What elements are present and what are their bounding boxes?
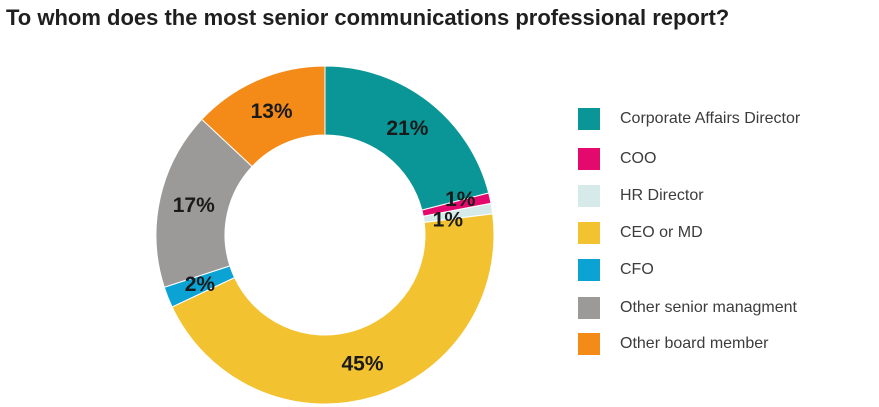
slice-label-corporate-affairs-director: 21%	[386, 117, 428, 140]
legend-label: Corporate Affairs Director	[620, 110, 801, 127]
slice-label-coo: 1%	[445, 188, 476, 211]
legend-swatch	[578, 108, 600, 130]
donut-slice-corporate-affairs-director	[324, 65, 490, 211]
legend-label: COO	[620, 150, 657, 167]
donut-slice-labels: 21% 1%1% 45% 2% 17% 13%	[173, 100, 476, 376]
legend-item: Other senior managment	[578, 297, 868, 321]
donut-slice-ceo-or-md	[171, 213, 495, 405]
slice-label-other-board-member: 13%	[251, 100, 293, 123]
donut-slices	[155, 65, 495, 405]
legend-item: Corporate Affairs Director	[578, 108, 868, 132]
legend-item: CFO	[578, 259, 868, 283]
legend-label: Other board member	[620, 335, 769, 352]
legend-swatch	[578, 297, 600, 319]
slice-label-cfo: 2%	[185, 273, 216, 296]
legend-item: Other board member	[578, 333, 868, 357]
slice-label-ceo-or-md: 45%	[342, 353, 384, 376]
legend-label: CEO or MD	[620, 224, 703, 241]
legend-item: HR Director	[578, 185, 868, 209]
legend-swatch	[578, 148, 600, 170]
slice-label-other-senior-managment: 17%	[173, 194, 215, 217]
legend-swatch	[578, 259, 600, 281]
legend-item: CEO or MD	[578, 222, 868, 246]
legend-item: COO	[578, 148, 868, 172]
legend-swatch	[578, 185, 600, 207]
legend-label: HR Director	[620, 187, 704, 204]
chart-title: To whom does the most senior communicati…	[6, 5, 730, 30]
legend-label: CFO	[620, 261, 654, 278]
legend-label: Other senior managment	[620, 299, 797, 316]
donut-slice-other-board-member	[201, 65, 326, 168]
legend-swatch	[578, 222, 600, 244]
legend-swatch	[578, 333, 600, 355]
slice-label-hr-director: 1%	[433, 208, 464, 231]
